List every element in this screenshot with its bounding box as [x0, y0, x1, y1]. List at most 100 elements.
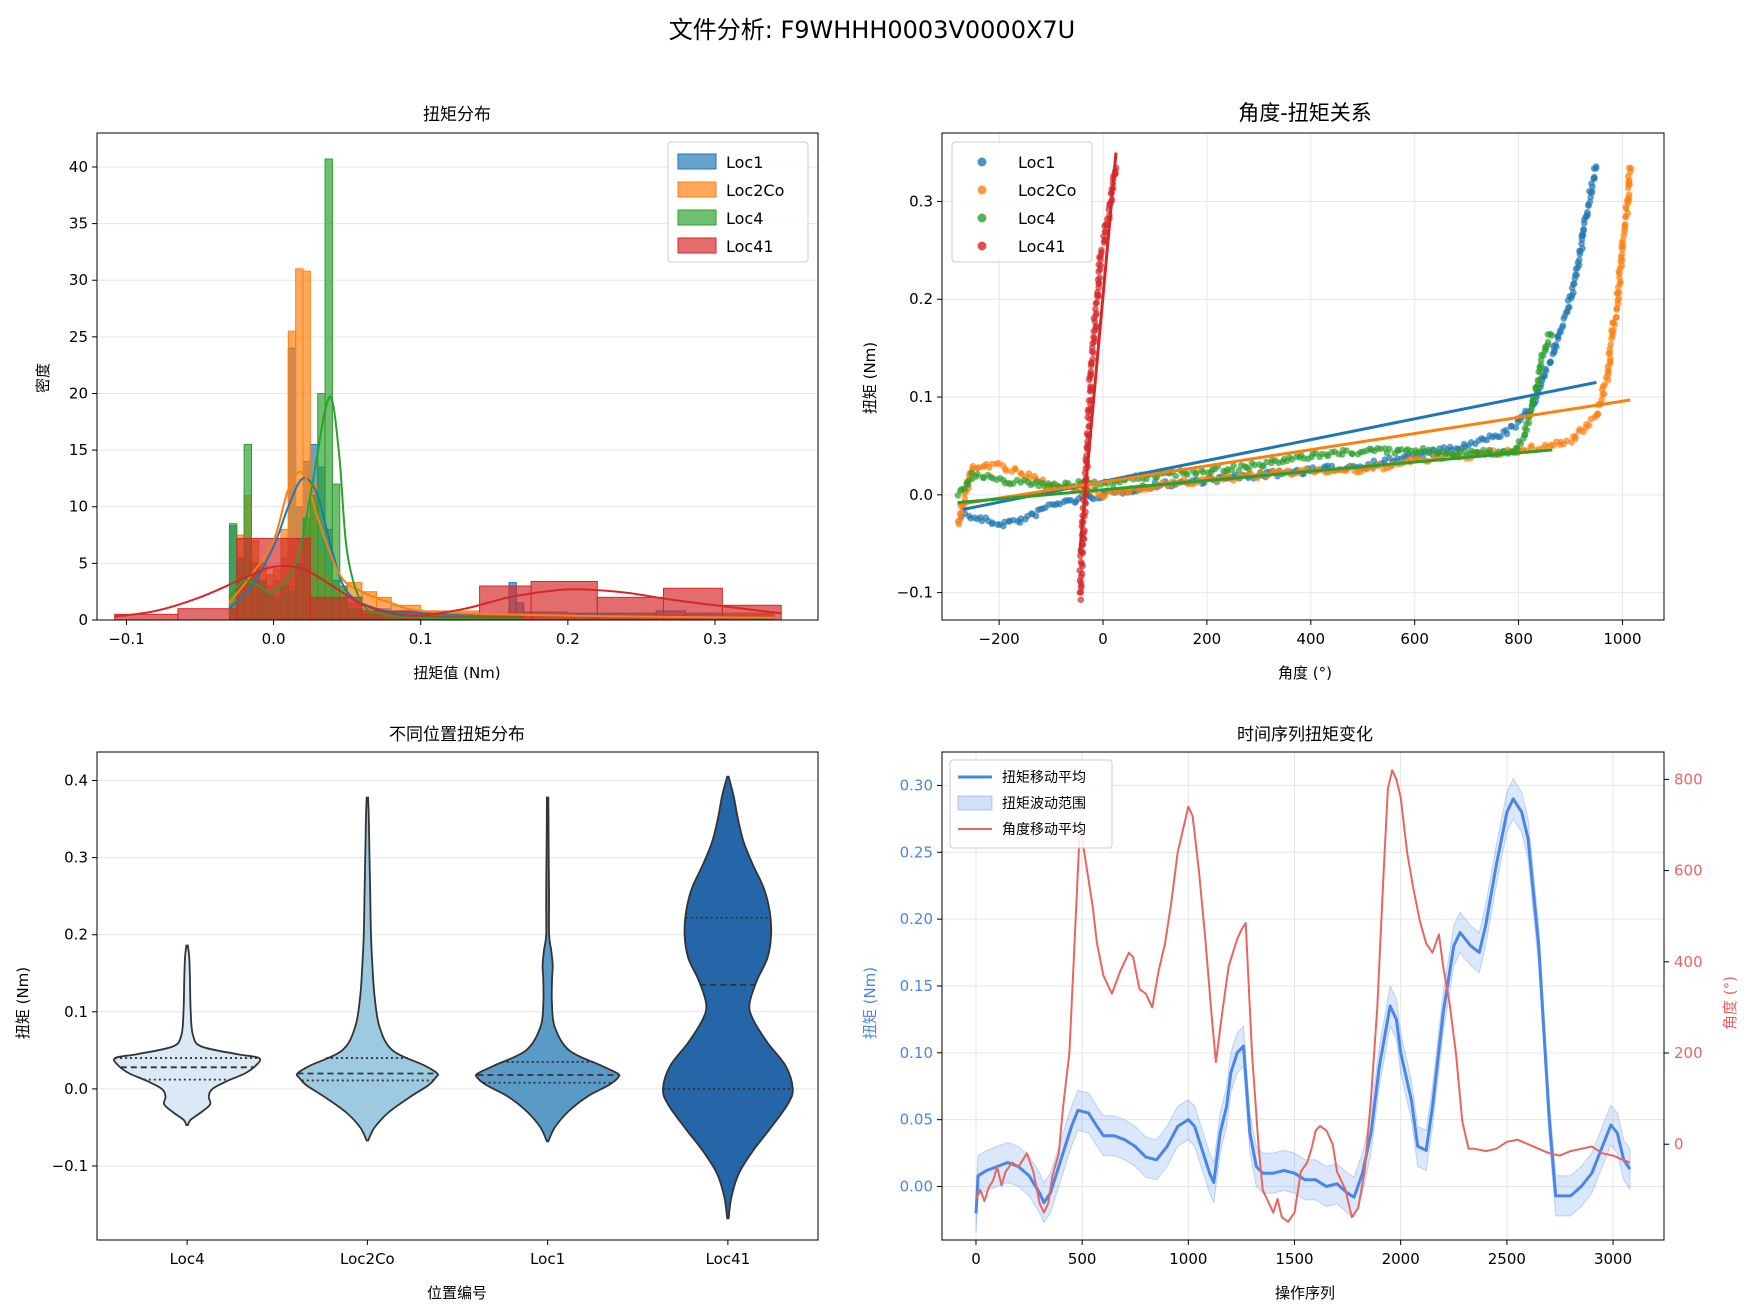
scatter-xtick-label: 200: [1193, 630, 1222, 648]
hist-kde-Loc41: [114, 564, 782, 618]
scatter-point: [1613, 313, 1620, 321]
hist-ytick-label: 0: [78, 611, 88, 629]
violin-panel: 不同位置扭矩分布 位置编号 扭矩 (Nm) −0.1 0.0 0.1 0.2 0.3 0.…: [14, 725, 819, 1302]
scatter-point: [1443, 450, 1451, 457]
ts-ytick-label: 0.25: [900, 843, 933, 861]
scatter-point: [1193, 469, 1200, 476]
scatter-point: [956, 516, 964, 523]
scatter-point: [1598, 396, 1605, 404]
hist-ytick-label: 35: [69, 215, 88, 233]
scatter-point: [1601, 381, 1609, 389]
violin-body: [474, 796, 621, 1143]
violin-body: [113, 944, 262, 1126]
scatter-point: [1615, 295, 1622, 303]
scatter-point: [989, 519, 996, 526]
scatter-point: [1497, 433, 1504, 440]
hist-ytick-label: 10: [69, 498, 88, 516]
scatter-xtick-label: 800: [1504, 630, 1533, 648]
scatter-point: [1087, 368, 1095, 375]
scatter-xtick-label: 0: [1098, 630, 1108, 648]
scatter-point: [957, 509, 965, 517]
scatter-point: [1097, 262, 1104, 269]
violin-ytick-label: −0.1: [52, 1157, 88, 1175]
scatter-point: [954, 492, 962, 499]
hist-legend-label: Loc41: [726, 237, 774, 256]
scatter-point: [1528, 442, 1535, 450]
scatter-point: [1003, 467, 1010, 475]
hist-xtick-label: 0.0: [262, 630, 286, 648]
ts-xtick-label: 2000: [1382, 1250, 1420, 1268]
scatter-point: [1584, 209, 1591, 216]
scatter-point: [1032, 512, 1040, 520]
scatter-xtick-label: −200: [979, 630, 1020, 648]
scatter-point: [1468, 447, 1475, 455]
ts-xtick-label: 1500: [1275, 1250, 1313, 1268]
scatter-point: [1349, 450, 1356, 458]
ts-ytick-label: 0.30: [900, 776, 933, 794]
violin-xlabel: 位置编号: [427, 1284, 487, 1302]
hist-ytick-label: 15: [69, 441, 88, 459]
ts-angle-line: [975, 769, 1631, 1223]
scatter-point: [1503, 430, 1511, 438]
ts-ytick-label: 0.05: [900, 1111, 933, 1129]
ts-y2label: 角度 (°): [1721, 976, 1739, 1030]
scatter-point: [1572, 433, 1579, 440]
scatter-point: [1592, 163, 1600, 170]
violin-ytick-label: 0.2: [64, 926, 88, 944]
scatter-point: [1456, 448, 1464, 455]
scatter-panel: 角度-扭矩关系 角度 (°) 扭矩 (Nm) −200 0 200 400 600 800…: [861, 101, 1665, 682]
scatter-point: [1521, 431, 1529, 439]
scatter-point: [1091, 335, 1098, 342]
scatter-legend-label: Loc41: [1018, 237, 1066, 256]
scatter-point: [1534, 381, 1542, 389]
scatter-xlabel: 角度 (°): [1278, 664, 1332, 682]
hist-legend-swatch: [677, 153, 717, 170]
violin-body: [662, 775, 794, 1220]
ts-y2tick-label: 800: [1674, 770, 1703, 788]
scatter-point: [1588, 180, 1595, 187]
ts-xtick-label: 1000: [1169, 1250, 1207, 1268]
scatter-point: [1245, 465, 1253, 473]
hist-legend-label: Loc2Co: [726, 181, 784, 200]
scatter-legend-frame: [951, 141, 1093, 263]
hist-ylabel: 密度: [34, 363, 52, 393]
hist-ytick-label: 30: [69, 271, 88, 289]
ts-legend-handle: [957, 795, 993, 811]
scatter-legend-label: Loc4: [1018, 209, 1055, 228]
scatter-point: [1559, 322, 1567, 329]
violin-ytick-label: 0.0: [64, 1080, 88, 1098]
scatter-series-Loc2Co: [954, 164, 1635, 528]
scatter-ytick-label: 0.2: [909, 290, 933, 308]
scatter-point: [1092, 305, 1099, 313]
hist-kde-Loc2Co: [228, 470, 774, 619]
ts-y2tick-label: 400: [1674, 953, 1703, 971]
ts-y2tick-label: 0: [1674, 1135, 1684, 1153]
hist-bar: [177, 608, 238, 621]
scatter-point: [1090, 349, 1097, 357]
ts-xtick-label: 2500: [1488, 1250, 1526, 1268]
scatter-point: [1083, 430, 1091, 437]
scatter-point: [1610, 327, 1617, 334]
ts-xtick-label: 0: [971, 1250, 981, 1268]
violin-xtick-label: Loc41: [706, 1250, 751, 1268]
violin-ytick-label: 0.3: [64, 849, 88, 867]
histogram-panel: 扭矩分布 扭矩值 (Nm) 密度 0 5 10 15 20 25 30 35 40 −0.1 0.0…: [34, 105, 819, 682]
scatter-point: [1514, 445, 1521, 452]
scatter-point: [1251, 461, 1258, 469]
violin-ytick-label: 0.1: [64, 1003, 88, 1021]
scatter-point: [1486, 446, 1493, 454]
scatter-point: [1419, 444, 1427, 452]
suptitle: 文件分析: F9WHHH0003V0000X7U: [669, 16, 1076, 44]
violin-frame: [96, 751, 819, 1241]
scatter-xtick-label: 1000: [1603, 630, 1641, 648]
ts-xlabel: 操作序列: [1275, 1284, 1335, 1302]
hist-xtick-label: 0.1: [409, 630, 433, 648]
scatter-legend-marker: [977, 213, 987, 223]
ts-torque-line: [974, 797, 1632, 1214]
violin-body: [295, 796, 439, 1142]
scatter-point: [1200, 469, 1207, 476]
hist-frame: [96, 132, 819, 621]
hist-xtick-label: 0.3: [703, 630, 727, 648]
violin-Loc1: [474, 796, 621, 1143]
